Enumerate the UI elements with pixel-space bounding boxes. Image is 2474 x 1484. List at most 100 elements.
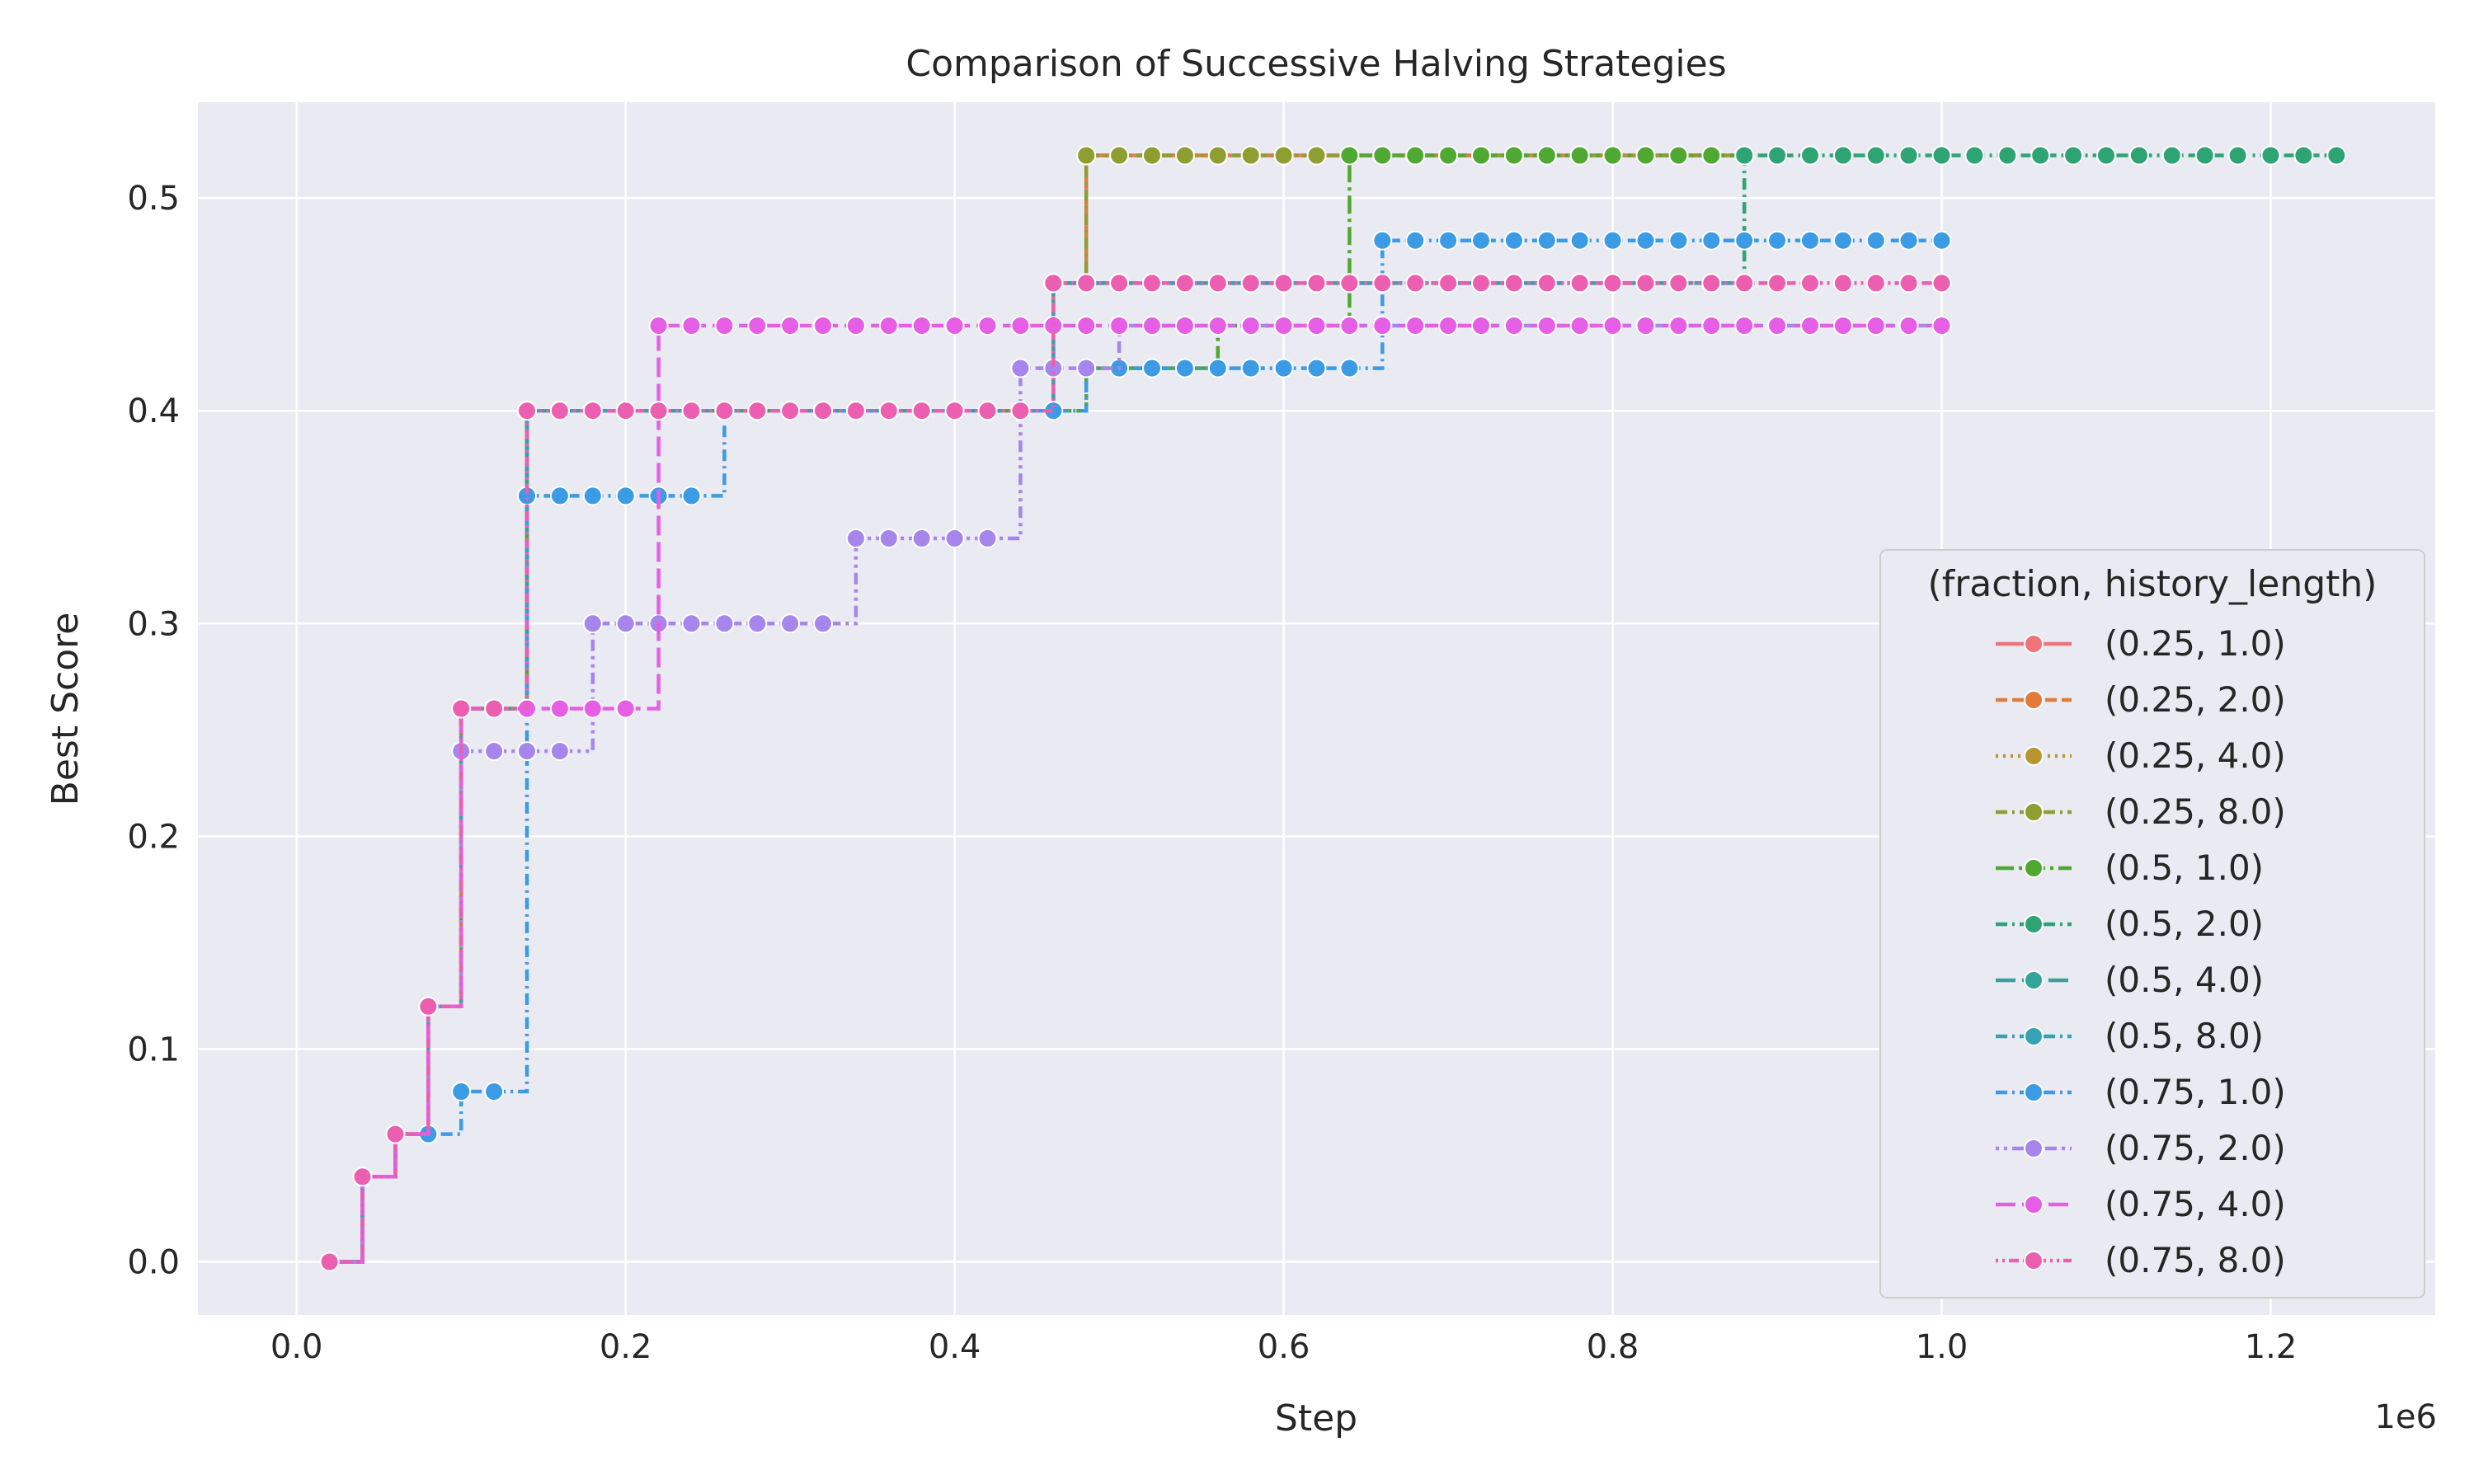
legend-label: (0.5, 1.0) [2105, 848, 2264, 888]
data-point [1964, 145, 1985, 166]
data-point [1503, 145, 1524, 166]
data-point [1471, 145, 1491, 166]
x-tick-label: 1.2 [2245, 1328, 2298, 1366]
data-point [2128, 145, 2149, 166]
data-point [1602, 145, 1623, 166]
data-point [1142, 316, 1162, 336]
data-point [747, 613, 768, 634]
legend-marker [2024, 690, 2044, 710]
data-point [1438, 145, 1459, 166]
data-point [1372, 230, 1393, 251]
legend-marker [2024, 914, 2044, 934]
data-point [1273, 273, 1294, 294]
data-point [1207, 358, 1228, 378]
data-point [1832, 145, 1853, 166]
legend-label: (0.25, 8.0) [2105, 791, 2286, 832]
data-point [615, 401, 636, 421]
data-point [484, 1082, 505, 1101]
legend-label: (0.75, 8.0) [2105, 1240, 2286, 1280]
data-point [1865, 316, 1886, 336]
data-point [1701, 273, 1722, 294]
data-point [1602, 230, 1623, 251]
data-point [1207, 145, 1228, 166]
data-point [648, 316, 669, 336]
legend-marker [2024, 1139, 2044, 1158]
data-point [1405, 145, 1426, 166]
data-point [582, 698, 603, 719]
data-point [845, 316, 866, 336]
data-point [1306, 358, 1327, 378]
data-point [1635, 316, 1656, 336]
data-point [845, 401, 866, 421]
legend-label: (0.5, 4.0) [2105, 960, 2264, 1000]
data-point [1569, 145, 1590, 166]
data-point [1405, 316, 1426, 336]
legend-label: (0.75, 2.0) [2105, 1128, 2286, 1168]
data-point [878, 316, 899, 336]
data-point [1800, 145, 1820, 166]
legend-marker [2024, 970, 2044, 990]
data-point [681, 316, 702, 336]
data-point [2030, 145, 2051, 166]
data-point [813, 316, 833, 336]
data-point [1898, 145, 1919, 166]
data-point [1339, 145, 1360, 166]
legend-entry: (0.5, 8.0) [1996, 1016, 2264, 1056]
data-point [582, 401, 603, 421]
legend-marker [2024, 1251, 2044, 1270]
data-point [451, 698, 472, 719]
data-point [780, 316, 801, 336]
data-point [911, 316, 932, 336]
data-point [977, 528, 998, 548]
y-tick-label: 0.4 [127, 392, 180, 430]
data-point [714, 316, 735, 336]
data-point [1438, 230, 1459, 251]
legend-entry: (0.75, 1.0) [1996, 1072, 2286, 1112]
legend-marker [2024, 802, 2044, 822]
data-point [1076, 273, 1097, 294]
data-point [615, 613, 636, 634]
data-point [1898, 316, 1919, 336]
data-point [1240, 145, 1261, 166]
data-point [1306, 273, 1327, 294]
data-point [813, 613, 833, 634]
data-point [1635, 145, 1656, 166]
x-tick-label: 0.0 [270, 1328, 323, 1366]
y-tick-label: 0.1 [127, 1031, 180, 1068]
x-axis-exponent-label: 1e6 [2374, 1398, 2437, 1436]
legend-marker [2024, 1195, 2044, 1214]
data-point [1503, 316, 1524, 336]
data-point [1536, 273, 1557, 294]
data-point [517, 401, 537, 421]
legend-entry: (0.25, 8.0) [1996, 791, 2286, 832]
data-point [1174, 358, 1195, 378]
data-point [1931, 316, 1952, 336]
data-point [977, 401, 998, 421]
data-point [1800, 273, 1820, 294]
data-point [2096, 145, 2116, 166]
data-point [1865, 145, 1886, 166]
legend-marker [2024, 746, 2044, 766]
x-tick-label: 0.4 [929, 1328, 981, 1366]
data-point [1865, 230, 1886, 251]
x-tick-label: 0.8 [1587, 1328, 1639, 1366]
data-point [1602, 316, 1623, 336]
data-point [1701, 230, 1722, 251]
data-point [813, 401, 833, 421]
data-point [451, 1082, 472, 1101]
data-point [319, 1252, 340, 1272]
series-12 [319, 273, 1952, 1272]
data-point [1734, 316, 1755, 336]
data-point [845, 528, 866, 548]
data-point [714, 401, 735, 421]
data-point [1668, 316, 1689, 336]
legend-marker [2024, 1026, 2044, 1046]
legend-marker [2024, 858, 2044, 878]
data-point [1701, 145, 1722, 166]
data-point [681, 486, 702, 506]
legend-frame [1879, 549, 2425, 1298]
legend-label: (0.5, 8.0) [2105, 1016, 2264, 1056]
data-point [1405, 273, 1426, 294]
data-point [1471, 230, 1491, 251]
data-point [1010, 358, 1031, 378]
